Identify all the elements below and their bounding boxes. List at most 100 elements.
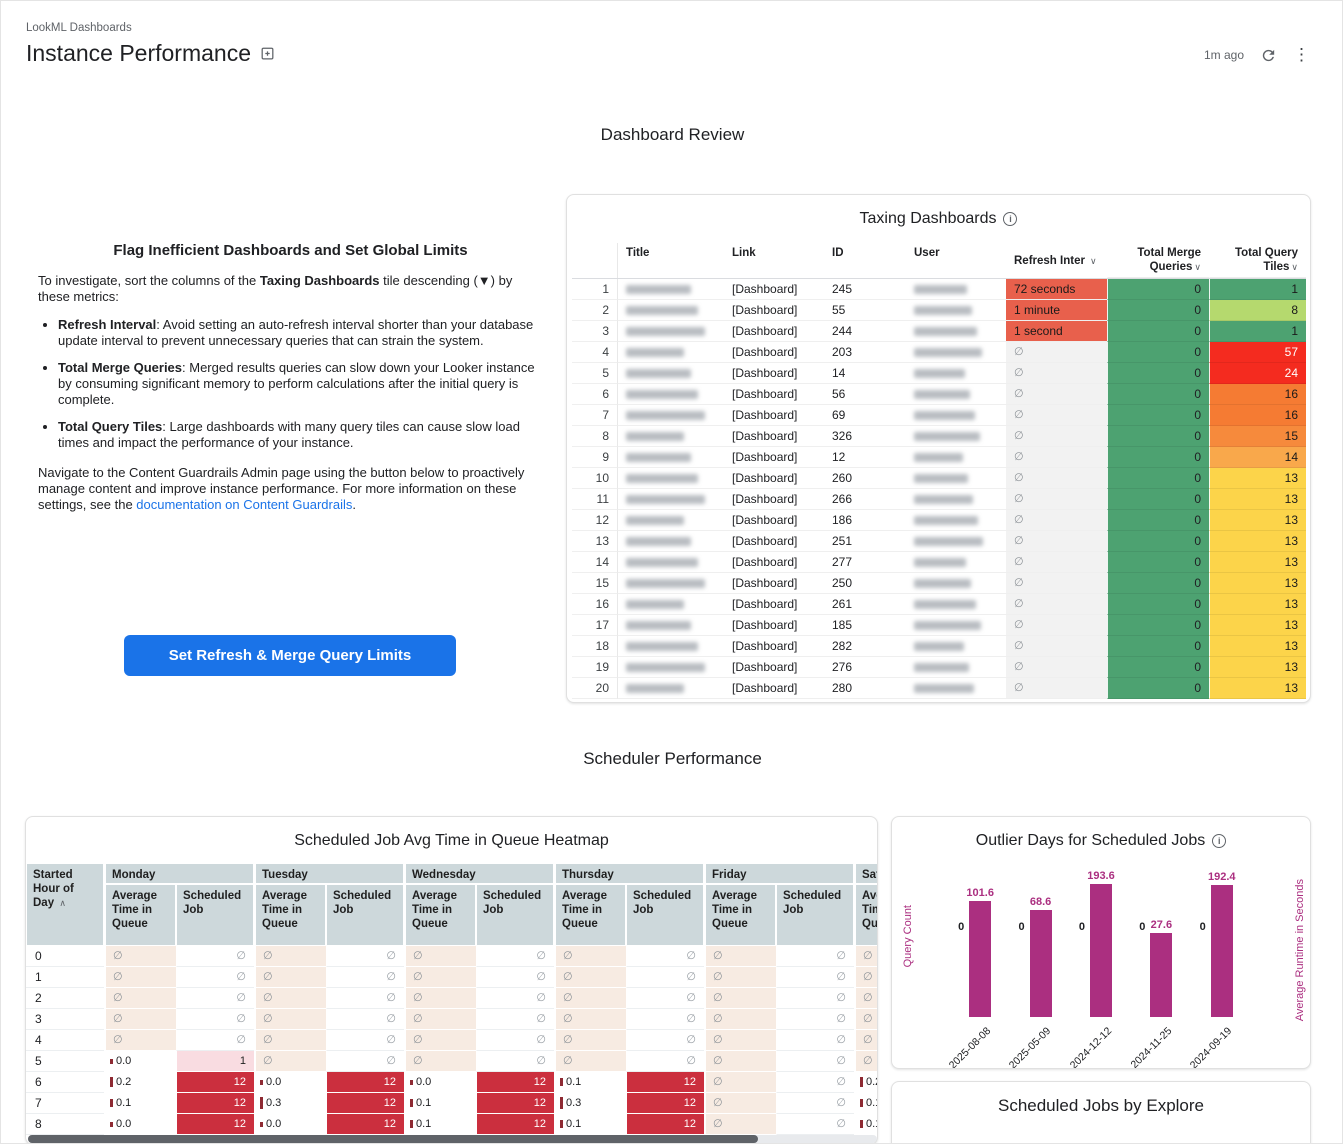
dashboard-link[interactable]: [Dashboard] [724,531,824,552]
avg-time-cell: ∅ [554,967,626,988]
subheader-scheduled-job[interactable]: Scheduled Job [326,884,404,946]
horizontal-scrollbar[interactable] [28,1135,877,1143]
avg-time-cell: ∅ [854,1051,877,1072]
avg-time-cell: ∅ [704,988,776,1009]
heatmap-scroll-area[interactable]: Started Hour of Day ∧ Monday Tuesday Wednes… [26,863,877,1138]
table-row: 4 [Dashboard] 203 ∅ 0 57 [572,342,1306,363]
dashboard-link[interactable]: [Dashboard] [724,279,824,300]
dashboard-title-redacted[interactable] [618,384,724,405]
value-bar [860,1120,863,1128]
day-header[interactable]: Tuesday [254,863,404,884]
subheader-scheduled-job[interactable]: Scheduled Job [776,884,854,946]
subheader-avg-time-in-queue[interactable]: Average Time in Queue [704,884,776,946]
avg-time-cell: 0.0 [254,1072,326,1093]
dashboard-title-redacted[interactable] [618,594,724,615]
dashboard-title-redacted[interactable] [618,447,724,468]
subheader-avg-time-in-queue[interactable]: Average Time in Queue [254,884,326,946]
dashboard-title-redacted[interactable] [618,342,724,363]
col-header-id[interactable]: ID [832,247,844,259]
outlier-days-tile: Outlier Days for Scheduled Jobs i Query … [891,816,1311,1069]
subheader-avg-time-in-queue[interactable]: Average Time in Queue [104,884,176,946]
col-header-total-query-tiles[interactable]: Total Query Tiles ∨ [1209,243,1306,278]
dashboard-link[interactable]: [Dashboard] [724,678,824,699]
dashboard-title-redacted[interactable] [618,405,724,426]
dashboard-title-redacted[interactable] [618,531,724,552]
scheduled-job-cell: ∅ [776,988,854,1009]
info-icon[interactable]: i [1212,834,1227,848]
dashboard-title-redacted[interactable] [618,489,724,510]
table-row: 11 [Dashboard] 266 ∅ 0 13 [572,489,1306,510]
dashboard-title-redacted[interactable] [618,657,724,678]
dashboard-title-redacted[interactable] [618,510,724,531]
scheduled-job-cell: ∅ [326,967,404,988]
scrollbar-thumb[interactable] [28,1135,759,1143]
dashboard-title-redacted[interactable] [618,678,724,699]
subheader-avg-time-in-queue[interactable]: Average Time in Queue [404,884,476,946]
dashboard-title-redacted[interactable] [618,426,724,447]
scheduled-job-cell: ∅ [776,1009,854,1030]
dashboard-link[interactable]: [Dashboard] [724,657,824,678]
dashboard-title-redacted[interactable] [618,279,724,300]
dashboard-link[interactable]: [Dashboard] [724,636,824,657]
dashboard-link[interactable]: [Dashboard] [724,405,824,426]
dashboard-title-redacted[interactable] [618,552,724,573]
dashboard-title-redacted[interactable] [618,300,724,321]
avg-time-cell: ∅ [704,1072,776,1093]
dashboard-title-redacted[interactable] [618,573,724,594]
dashboard-link[interactable]: [Dashboard] [724,552,824,573]
subheader-avg-time-in-queue[interactable]: Average Time in Queue [554,884,626,946]
dashboard-link[interactable]: [Dashboard] [724,573,824,594]
dashboard-title-redacted[interactable] [618,468,724,489]
redacted-text [914,432,980,442]
content-guardrails-doc-link[interactable]: documentation on Content Guardrails [136,497,353,512]
subheader-scheduled-job[interactable]: Scheduled Job [176,884,254,946]
subheader-scheduled-job[interactable]: Scheduled Job [626,884,704,946]
dashboard-link[interactable]: [Dashboard] [724,594,824,615]
subheader-scheduled-job[interactable]: Scheduled Job [476,884,554,946]
queue-heatmap-tile: Scheduled Job Avg Time in Queue Heatmap … [25,816,878,1143]
dashboard-link[interactable]: [Dashboard] [724,447,824,468]
scheduled-job-cell: 12 [326,1093,404,1114]
dashboard-title-redacted[interactable] [618,363,724,384]
col-header-title[interactable]: Title [626,247,650,259]
day-header[interactable]: Friday [704,863,854,884]
dashboard-title-redacted[interactable] [618,636,724,657]
user-redacted [906,321,1006,342]
day-header[interactable]: Wednesday [404,863,554,884]
total-query-tiles-cell: 16 [1209,384,1306,405]
day-header[interactable]: Thursday [554,863,704,884]
query-count-label: 0 [1018,921,1025,933]
dashboard-link[interactable]: [Dashboard] [724,342,824,363]
scheduled-job-cell: ∅ [176,1030,254,1051]
refresh-icon[interactable] [1260,47,1277,64]
scheduled-job-cell: 12 [176,1093,254,1114]
dashboard-link[interactable]: [Dashboard] [724,426,824,447]
set-refresh-merge-limits-button[interactable]: Set Refresh & Merge Query Limits [124,635,456,676]
kebab-menu-icon[interactable]: ⋮ [1293,45,1310,64]
day-header[interactable]: Saturday [854,863,877,884]
dashboard-link[interactable]: [Dashboard] [724,468,824,489]
dashboard-link[interactable]: [Dashboard] [724,321,824,342]
dashboard-link[interactable]: [Dashboard] [724,363,824,384]
col-header-total-merge-queries[interactable]: Total Merge Queries ∨ [1107,243,1209,278]
col-header-refresh-interval[interactable]: Refresh Inter ∨ [1006,243,1107,278]
refresh-interval-cell: 1 second [1006,321,1107,342]
dashboard-link[interactable]: [Dashboard] [724,615,824,636]
day-header[interactable]: Monday [104,863,254,884]
dashboard-title-redacted[interactable] [618,321,724,342]
breadcrumb[interactable]: LookML Dashboards [26,22,132,34]
dashboard-link[interactable]: [Dashboard] [724,489,824,510]
subheader-avg-time-in-queue[interactable]: Average Time in Queue [854,884,877,946]
dashboard-link[interactable]: [Dashboard] [724,384,824,405]
scheduled-job-cell: 12 [326,1114,404,1135]
col-header-started-hour[interactable]: Started Hour of Day ∧ [26,863,104,946]
dashboard-link[interactable]: [Dashboard] [724,510,824,531]
dashboard-id: 203 [824,342,906,363]
dashboard-link[interactable]: [Dashboard] [724,300,824,321]
avg-time-cell: ∅ [254,1051,326,1072]
dashboard-title-redacted[interactable] [618,615,724,636]
col-header-user[interactable]: User [914,247,940,259]
col-header-link[interactable]: Link [732,247,756,259]
info-icon[interactable]: i [1003,212,1018,226]
